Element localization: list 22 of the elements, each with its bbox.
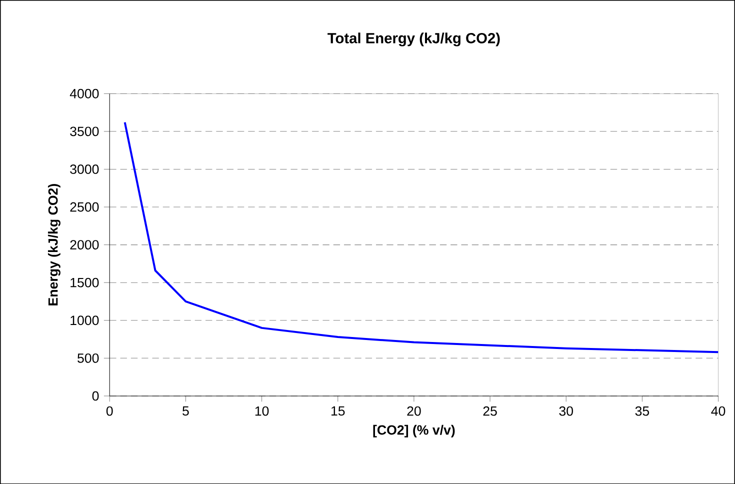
y-tick-label: 2000 bbox=[70, 240, 99, 250]
x-tick-label: 0 bbox=[106, 406, 113, 416]
y-tick-label: 2500 bbox=[70, 202, 99, 212]
y-tick-label: 3000 bbox=[70, 164, 99, 174]
y-axis-title: Energy (kJ/kg CO2) bbox=[48, 184, 60, 306]
x-tick-label: 30 bbox=[559, 406, 574, 416]
y-tick-label: 1500 bbox=[70, 278, 99, 288]
y-tick-label: 0 bbox=[92, 391, 99, 401]
x-tick-label: 15 bbox=[331, 406, 345, 416]
x-tick-label: 5 bbox=[182, 406, 189, 416]
x-tick-label: 25 bbox=[483, 406, 497, 416]
chart-title: Total Energy (kJ/kg CO2) bbox=[328, 32, 500, 46]
line-series bbox=[124, 121, 718, 353]
y-tick-label: 500 bbox=[78, 353, 99, 363]
y-tick-label: 3500 bbox=[70, 126, 99, 136]
x-tick-label: 35 bbox=[635, 406, 650, 416]
y-tick-label: 1000 bbox=[70, 316, 99, 325]
y-tick-label: 4000 bbox=[70, 88, 99, 98]
x-tick-label: 40 bbox=[711, 406, 726, 416]
x-axis-title: [CO2] (% v/v) bbox=[373, 424, 455, 438]
x-tick-label: 20 bbox=[407, 406, 421, 416]
x-tick-label: 10 bbox=[255, 406, 269, 416]
